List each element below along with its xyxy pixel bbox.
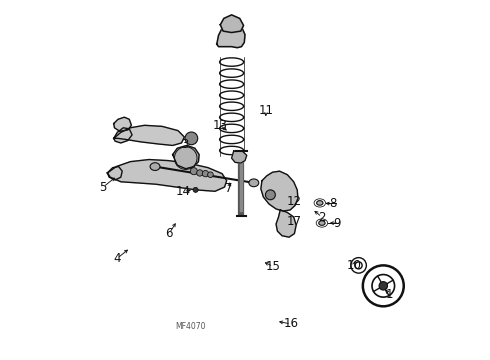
Circle shape: [193, 188, 198, 192]
Text: 12: 12: [286, 195, 301, 208]
Ellipse shape: [249, 179, 259, 187]
Ellipse shape: [318, 221, 325, 225]
Text: 13: 13: [213, 119, 228, 132]
Circle shape: [208, 172, 213, 177]
Polygon shape: [220, 15, 244, 32]
Polygon shape: [172, 145, 199, 169]
Polygon shape: [107, 159, 227, 191]
Polygon shape: [114, 117, 131, 131]
Polygon shape: [276, 210, 296, 237]
Text: 16: 16: [283, 318, 298, 330]
Text: 11: 11: [259, 104, 274, 117]
Text: 4: 4: [114, 252, 121, 265]
Text: 7: 7: [225, 182, 233, 195]
Polygon shape: [107, 167, 122, 180]
Ellipse shape: [150, 163, 160, 171]
Circle shape: [190, 168, 197, 175]
Circle shape: [196, 170, 203, 176]
Text: 17: 17: [286, 215, 301, 228]
Text: 5: 5: [99, 181, 107, 194]
Polygon shape: [217, 23, 245, 48]
Ellipse shape: [266, 190, 275, 200]
Text: MF4070: MF4070: [175, 322, 206, 331]
Text: 6: 6: [166, 227, 173, 240]
Text: 14: 14: [176, 185, 191, 198]
Polygon shape: [114, 125, 184, 145]
Ellipse shape: [185, 132, 198, 145]
Circle shape: [379, 282, 388, 290]
Text: 1: 1: [386, 288, 393, 301]
Text: 8: 8: [329, 198, 336, 211]
Text: 9: 9: [334, 217, 341, 230]
Text: 10: 10: [346, 259, 361, 272]
Text: 15: 15: [266, 260, 281, 273]
Text: 3: 3: [181, 138, 189, 151]
Circle shape: [202, 171, 209, 177]
Text: 2: 2: [318, 211, 326, 224]
Polygon shape: [232, 151, 247, 163]
Polygon shape: [261, 171, 298, 211]
Ellipse shape: [317, 201, 323, 205]
Polygon shape: [114, 128, 132, 143]
